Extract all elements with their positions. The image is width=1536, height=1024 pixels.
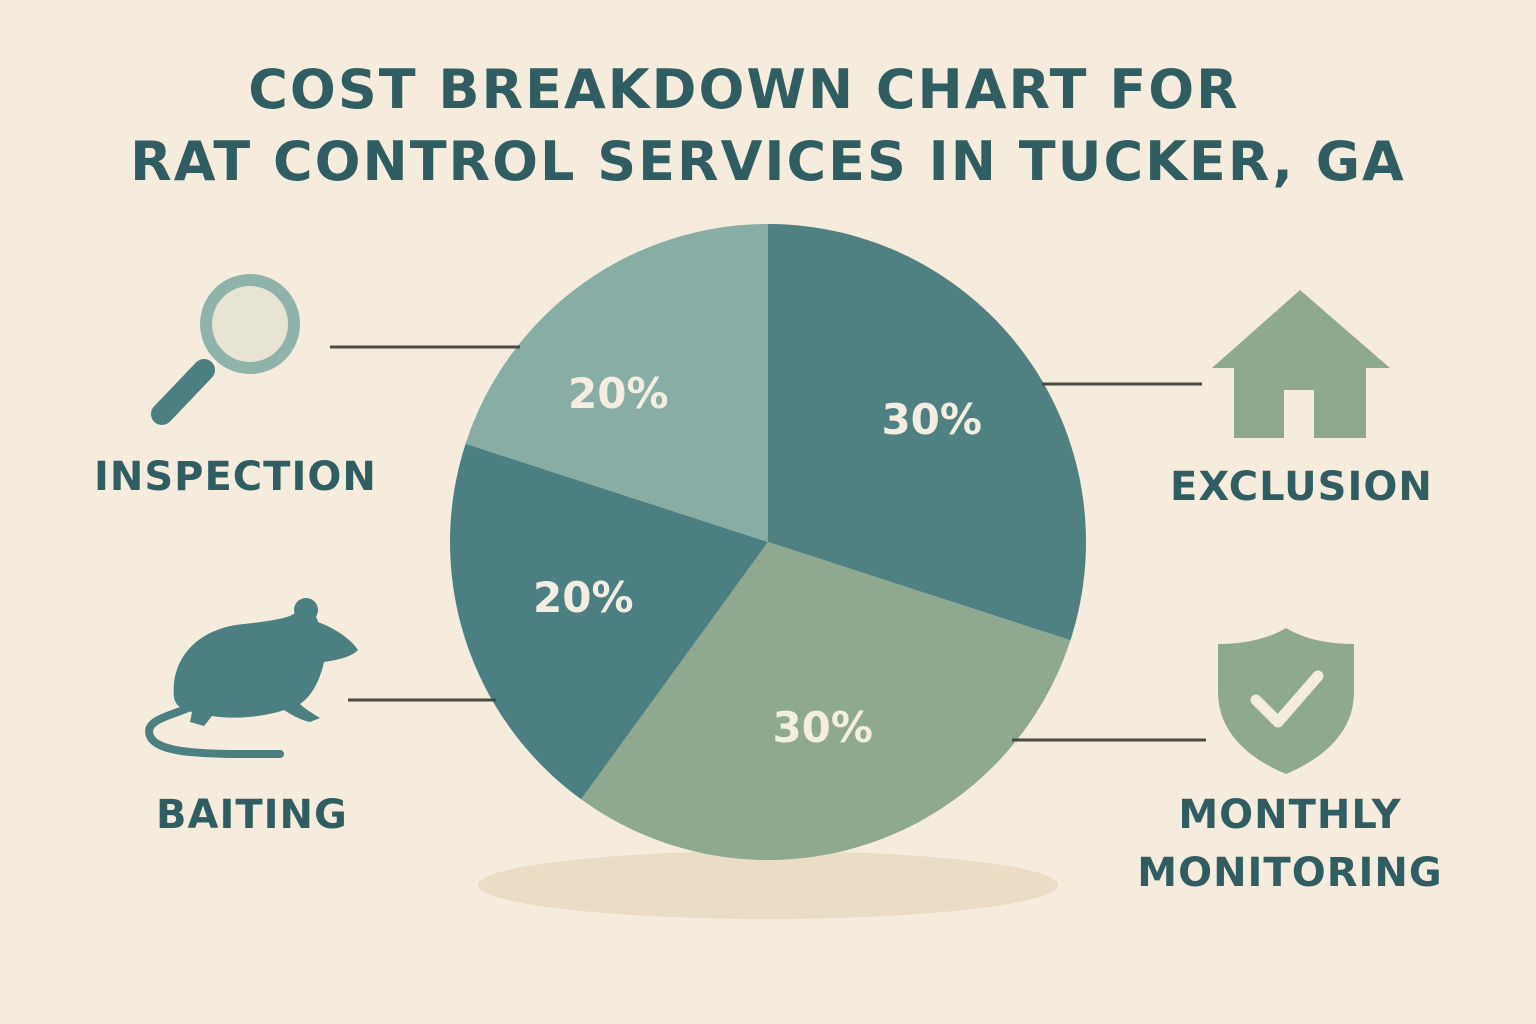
chart-title-line-1: COST BREAKDOWN CHART FOR [248,58,1240,121]
house-icon [1212,290,1390,438]
pie-slice-value-label: 20% [568,369,669,418]
pie-slice-exclusion [768,224,1086,641]
pie-slice-baiting [450,443,768,800]
pie-slice-inspection [465,223,768,542]
pie-slice-value-label: 20% [533,573,634,622]
pie-slice-monthly-monitoring [581,542,1071,860]
monitoring-label: MONTHLY MONITORING [1136,786,1444,902]
pie-slice-labels: 30% 30% 20% 20% [533,369,982,752]
magnifying-glass-icon [151,274,300,425]
monitoring-label-line-2: MONITORING [1137,850,1443,896]
pie-slices [450,223,1086,860]
inspection-label: INSPECTION [94,454,377,500]
chart-title-line-2: RAT CONTROL SERVICES IN TUCKER, GA [130,130,1406,193]
rat-icon [145,598,358,759]
pie-slice-value-label: 30% [772,703,873,752]
exclusion-label: EXCLUSION [1170,464,1433,510]
pie-shadow [478,851,1058,919]
pie-slice-value-label: 30% [881,395,982,444]
baiting-label: BAITING [156,792,348,838]
monitoring-label-line-1: MONTHLY [1178,792,1402,838]
shield-check-icon [1218,628,1354,774]
